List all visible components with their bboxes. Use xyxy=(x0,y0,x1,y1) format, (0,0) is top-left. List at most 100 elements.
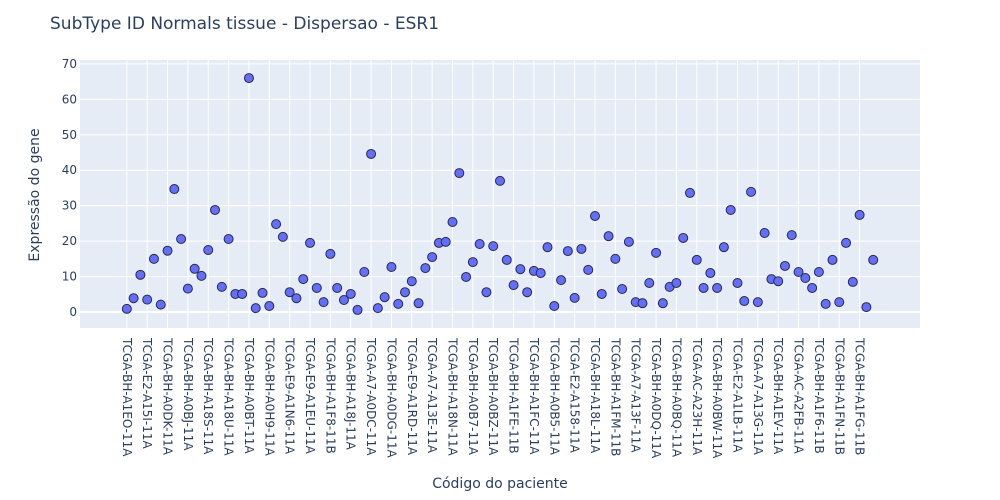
y-tick-label: 10 xyxy=(62,270,77,284)
x-tick-label: TCGA-E9-A1N6-11A xyxy=(283,337,297,455)
x-tick-label: TCGA-BH-A0B5-11A xyxy=(547,337,561,456)
y-tick-label: 40 xyxy=(62,163,77,177)
point xyxy=(155,299,166,310)
point xyxy=(352,304,363,315)
x-tick-label: TCGA-A7-A13G-11A xyxy=(751,337,765,456)
point xyxy=(779,260,790,271)
point xyxy=(637,298,648,309)
point xyxy=(488,241,499,252)
point xyxy=(508,280,519,291)
x-tick-label: TCGA-BH-A1F6-11B xyxy=(812,337,826,454)
x-tick-label: TCGA-BH-A0DQ-11A xyxy=(649,337,663,459)
y-axis-title: Expressão do gene xyxy=(27,128,43,261)
point xyxy=(223,234,234,245)
y-tick-label: 60 xyxy=(62,92,77,106)
y-tick-label: 70 xyxy=(62,57,77,71)
x-tick-label: TCGA-BH-A0H9-11A xyxy=(262,337,276,457)
point xyxy=(467,257,478,268)
point xyxy=(379,292,390,303)
plot-area xyxy=(80,60,920,328)
point xyxy=(562,246,573,257)
point xyxy=(359,266,370,277)
x-tick-label: TCGA-BH-A18L-11A xyxy=(588,337,602,454)
point xyxy=(603,231,614,242)
point xyxy=(277,231,288,242)
x-tick-label: TCGA-AC-A23H-11A xyxy=(690,337,704,456)
point xyxy=(474,238,485,249)
point xyxy=(800,273,811,284)
point xyxy=(583,264,594,275)
point xyxy=(847,276,858,287)
point xyxy=(556,275,567,286)
point xyxy=(182,283,193,294)
point xyxy=(264,301,275,312)
point xyxy=(657,298,668,309)
point xyxy=(372,303,383,314)
y-tick-label: 0 xyxy=(69,305,77,319)
x-tick-label: TCGA-BH-A1EV-11A xyxy=(771,337,785,455)
point xyxy=(291,293,302,304)
x-tick-label: TCGA-BH-A1FG-11B xyxy=(853,337,867,455)
point xyxy=(535,268,546,279)
point xyxy=(366,148,377,159)
x-tick-label: TCGA-BH-A0BT-11A xyxy=(242,337,256,454)
x-tick-label: TCGA-A7-A0DC-11A xyxy=(364,337,378,456)
point xyxy=(861,302,872,313)
point xyxy=(841,237,852,248)
point xyxy=(569,292,580,303)
point xyxy=(576,243,587,254)
x-tick-label: TCGA-BH-A1FE-11B xyxy=(507,337,521,454)
x-tick-label: TCGA-BH-A18J-11A xyxy=(344,337,358,451)
x-tick-label: TCGA-BH-A1FM-11B xyxy=(608,337,622,456)
x-tick-label: TCGA-BH-A1EO-11A xyxy=(120,337,134,457)
x-tick-label: TCGA-BH-A0BZ-11A xyxy=(486,337,500,456)
point xyxy=(678,232,689,243)
point xyxy=(413,298,424,309)
point xyxy=(481,287,492,298)
point xyxy=(752,297,763,308)
x-tick-label: TCGA-E2-A15I-11A xyxy=(140,337,154,449)
x-tick-label: TCGA-BH-A18S-11A xyxy=(201,337,215,455)
point xyxy=(250,303,261,314)
point xyxy=(257,287,268,298)
point xyxy=(243,73,254,84)
point xyxy=(338,294,349,305)
point xyxy=(739,296,750,307)
point xyxy=(759,227,770,238)
point xyxy=(284,287,295,298)
point xyxy=(732,277,743,288)
point xyxy=(501,254,512,265)
x-tick-label: TCGA-BH-A0DG-11A xyxy=(384,337,398,458)
point xyxy=(298,274,309,285)
point xyxy=(495,175,505,186)
x-tick-label: TCGA-BH-A18N-11A xyxy=(446,337,460,457)
point xyxy=(746,186,757,197)
point xyxy=(773,276,784,287)
x-tick-label: TCGA-BH-A0BJ-11A xyxy=(181,337,195,451)
point xyxy=(216,281,227,292)
point xyxy=(440,236,451,247)
point xyxy=(121,303,132,314)
x-tick-label: TCGA-BH-A0BQ-11A xyxy=(669,337,683,458)
point xyxy=(549,301,560,312)
point xyxy=(311,282,322,293)
x-tick-label: TCGA-A7-A13E-11A xyxy=(425,337,439,454)
x-tick-label: TCGA-AC-A2FB-11A xyxy=(792,337,806,454)
point xyxy=(148,253,159,264)
x-tick-label: TCGA-BH-A0BW-11A xyxy=(710,337,724,459)
point xyxy=(332,282,343,293)
x-tick-label: TCGA-BH-A1FN-11B xyxy=(832,337,846,455)
point xyxy=(589,210,600,221)
point xyxy=(454,168,465,179)
point xyxy=(644,277,655,288)
point xyxy=(427,252,438,263)
y-tick-label: 50 xyxy=(62,128,77,142)
point xyxy=(169,184,180,195)
point xyxy=(135,269,146,280)
point xyxy=(515,264,526,275)
x-tick-label: TCGA-E2-A1LB-11A xyxy=(730,337,744,453)
point xyxy=(162,245,173,256)
x-tick-label: TCGA-E9-A1RD-11A xyxy=(405,337,419,456)
point xyxy=(271,219,282,230)
point xyxy=(698,282,709,293)
